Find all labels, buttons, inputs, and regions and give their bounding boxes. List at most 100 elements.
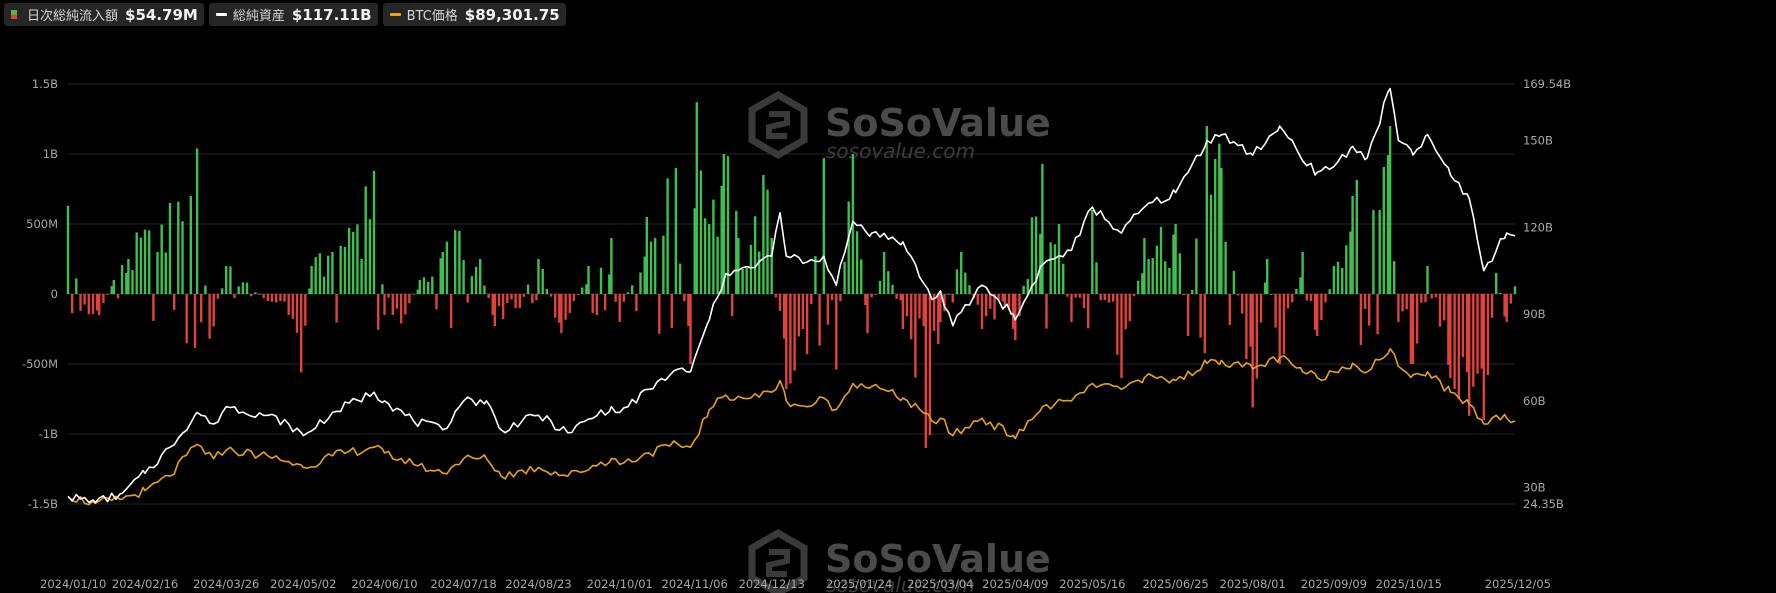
flow-bar: [1224, 241, 1227, 294]
flow-bar: [1449, 294, 1452, 378]
daily-flow-bars[interactable]: [66, 102, 1517, 448]
flow-bar: [1249, 294, 1252, 347]
flow-bar: [416, 289, 419, 294]
flow-bar: [882, 252, 886, 294]
flow-bar: [541, 269, 544, 294]
flow-bar: [993, 294, 996, 320]
flow-bar: [595, 294, 598, 316]
flow-bar: [1503, 294, 1506, 317]
y-left-tick-label: -500M: [22, 357, 58, 371]
flow-bar: [395, 294, 399, 309]
flow-bar: [1453, 294, 1456, 390]
x-tick-label: 2024/11/06: [662, 577, 728, 591]
flow-bar: [1372, 210, 1375, 294]
flow-bar: [522, 294, 526, 297]
flow-bar: [1026, 279, 1029, 294]
flow-bar: [1328, 289, 1331, 294]
flow-bar: [335, 294, 338, 323]
flow-bar: [591, 294, 594, 313]
flow-bar: [855, 231, 859, 294]
flow-bar: [610, 238, 613, 294]
flow-bar: [1351, 196, 1354, 294]
flow-bar: [537, 259, 540, 294]
flow-bar: [722, 154, 725, 294]
flow-bar: [1070, 294, 1073, 322]
flow-bar: [339, 245, 342, 294]
btc-swatch-icon: [389, 13, 401, 16]
flow-bar: [391, 294, 394, 315]
y-left-tick-label: 1.5B: [32, 77, 58, 91]
flow-bar: [343, 246, 347, 294]
flow-bar: [1003, 294, 1007, 308]
flow-bar: [1443, 294, 1446, 321]
legend-value: $89,301.75: [464, 5, 560, 24]
flow-bar: [364, 186, 367, 294]
flow-bar: [262, 294, 265, 299]
y-left-tick-label: 1B: [43, 147, 58, 161]
flow-bar: [1218, 143, 1221, 294]
x-tick-label: 2024/06/10: [351, 577, 417, 591]
flow-bar: [1480, 294, 1483, 369]
flow-bar: [678, 263, 682, 294]
flow-bar: [766, 189, 769, 294]
flow-bar: [1022, 285, 1025, 294]
flow-bar: [487, 294, 490, 298]
flow-bar: [347, 227, 351, 294]
flow-bar: [568, 294, 571, 314]
flow-bar: [847, 201, 850, 294]
flow-bar: [1091, 210, 1094, 294]
legend-btc-price[interactable]: BTC価格 $89,301.75: [382, 3, 566, 26]
flow-bar: [914, 294, 917, 378]
flow-bar: [1393, 261, 1396, 294]
flow-bar: [572, 294, 576, 302]
watermark-site: sosovalue.com: [826, 573, 975, 593]
series-lines[interactable]: [67, 87, 1516, 506]
flow-bar: [1155, 245, 1159, 294]
flow-bar: [148, 230, 151, 294]
y-axis-left: 1.5B 1B 500M 0 -500M -1B -1.5B: [22, 77, 58, 511]
flow-bar: [106, 294, 109, 295]
flow-bar: [200, 294, 203, 323]
flow-bar: [1057, 224, 1061, 294]
flow-bar: [674, 168, 678, 294]
flow-bar: [454, 230, 457, 294]
flow-bar: [470, 276, 474, 294]
legend-daily-net-inflow[interactable]: 日次総純流入額 $54.79M: [4, 3, 204, 26]
flow-bar: [71, 294, 74, 314]
flow-bar: [1186, 294, 1190, 336]
flow-bar: [835, 294, 838, 370]
flow-bar: [462, 260, 465, 294]
legend-total-net-assets[interactable]: 総純資産 $117.11B: [208, 3, 378, 26]
flow-bar: [1034, 216, 1038, 294]
flow-bar: [741, 269, 744, 294]
legend-value: $54.79M: [125, 5, 198, 24]
flow-bar: [422, 277, 426, 294]
flow-bar: [932, 294, 936, 331]
y-axis-right: 169.54B 150B 120B 90B 60B 30B 24.35B: [1523, 77, 1571, 511]
flow-bar: [1313, 294, 1317, 330]
flow-bar: [1411, 294, 1415, 364]
flow-bar: [653, 238, 657, 294]
x-tick-label: 2024/05/02: [270, 577, 336, 591]
flow-bar: [181, 221, 184, 294]
flow-bar: [683, 294, 686, 301]
flow-bar: [125, 273, 128, 294]
flow-bar: [102, 294, 105, 303]
flow-bar: [1014, 294, 1017, 341]
flow-bar: [1286, 294, 1290, 309]
flow-bar: [131, 270, 134, 294]
flow-bar: [1309, 294, 1313, 301]
y-left-tick-label: 0: [51, 287, 58, 301]
flow-bar: [928, 294, 932, 435]
flow-bar: [726, 156, 730, 294]
flow-bar: [1203, 294, 1206, 354]
flow-bar: [554, 294, 557, 318]
flow-bar: [922, 294, 925, 327]
flow-bar: [1078, 294, 1081, 298]
flow-bar: [314, 257, 317, 294]
flow-bar: [535, 294, 538, 301]
flow-bar: [66, 205, 70, 294]
flow-bar: [1066, 294, 1069, 297]
flow-bar: [985, 294, 988, 317]
